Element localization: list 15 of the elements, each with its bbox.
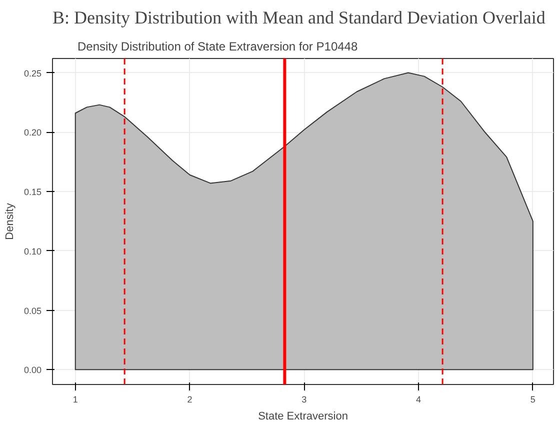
y-tick-label: 0.25 bbox=[24, 68, 42, 78]
x-tick-label: 3 bbox=[302, 394, 307, 404]
y-tick-label: 0.20 bbox=[24, 128, 42, 138]
y-axis-title: Density bbox=[4, 202, 16, 240]
y-tick-label: 0.10 bbox=[24, 246, 42, 256]
chart-subtitle: Density Distribution of State Extraversion for P10448 bbox=[78, 40, 358, 54]
y-tick-label: 0.00 bbox=[24, 365, 42, 376]
x-tick-label: 1 bbox=[72, 394, 78, 404]
x-axis-title: State Extraversion bbox=[258, 410, 348, 422]
x-tick-label: 2 bbox=[187, 394, 192, 404]
y-tick-label: 0.15 bbox=[24, 187, 42, 198]
x-tick-label: 5 bbox=[530, 394, 536, 404]
y-tick-label: 0.05 bbox=[24, 306, 42, 316]
chart-title: B: Density Distribution with Mean and Standard Deviation Overlaid bbox=[52, 8, 546, 28]
x-tick-label: 4 bbox=[416, 394, 422, 404]
